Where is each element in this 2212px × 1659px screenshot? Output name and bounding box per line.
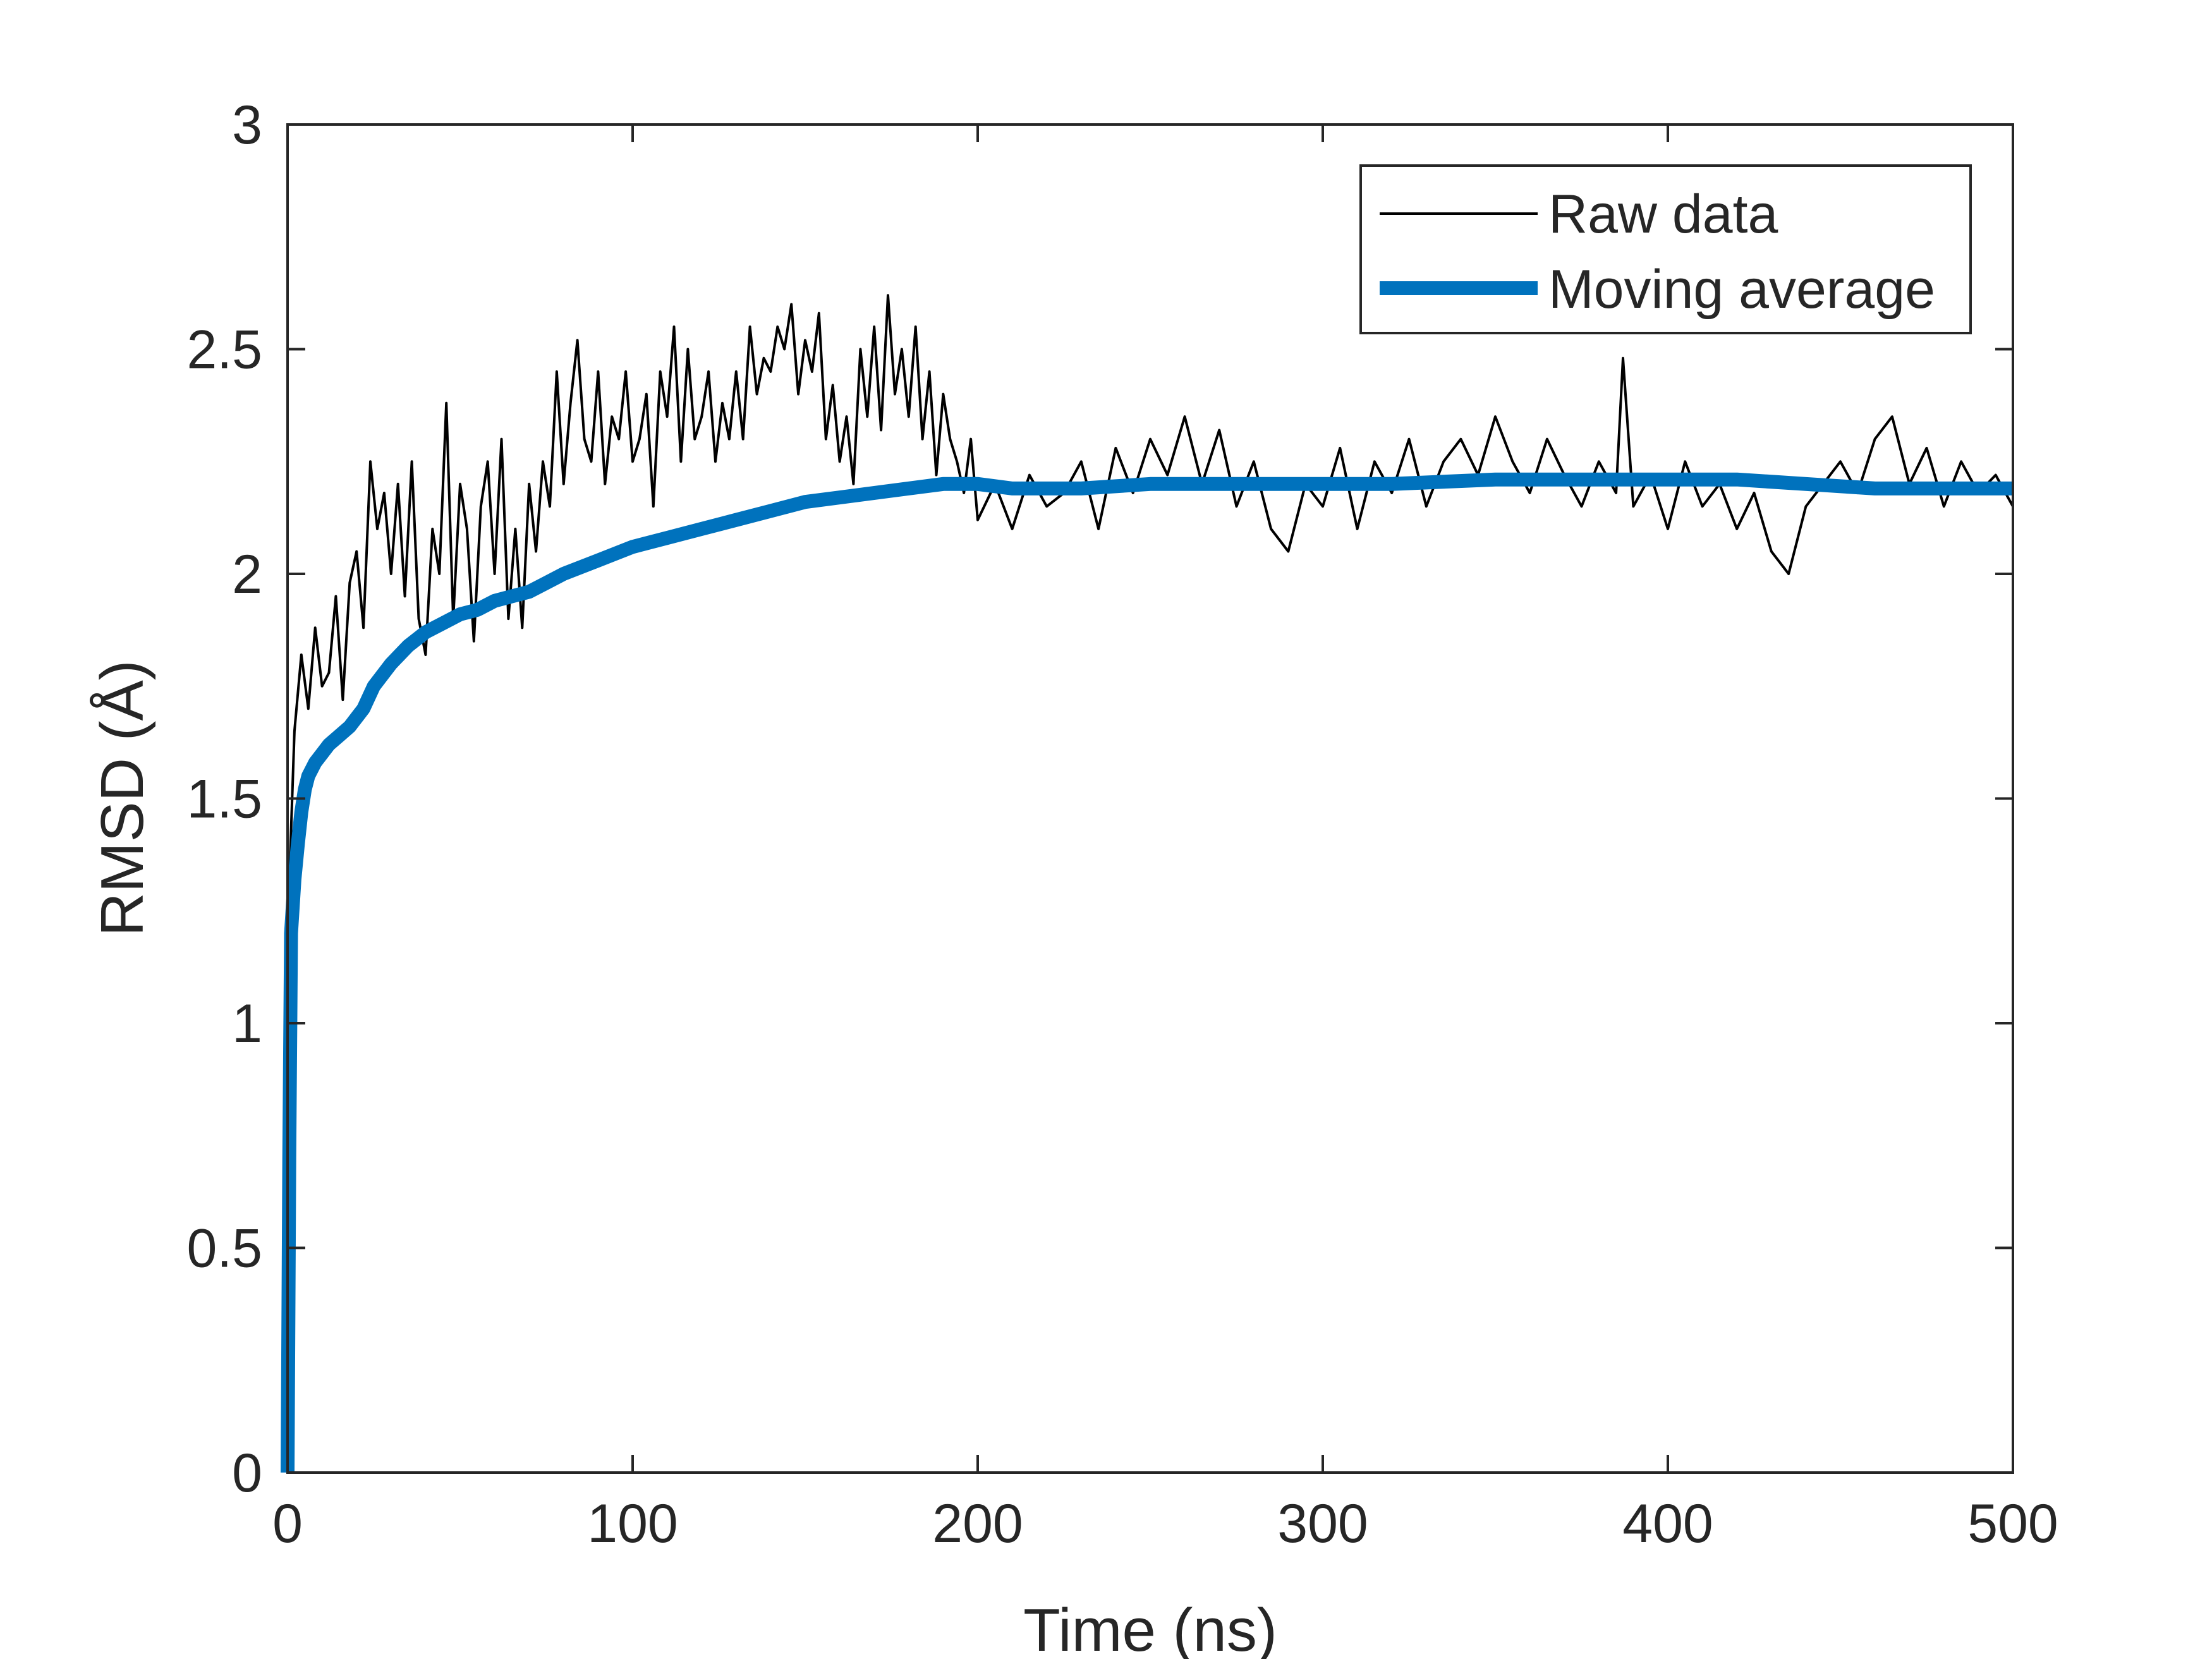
y-tick-label: 1.5: [186, 769, 262, 830]
x-tick-label: 100: [587, 1493, 678, 1554]
ticks-layer: 0 100 200 300 400 500 0 0.5 1 1.5 2 2.5 3: [186, 95, 2058, 1554]
x-tick-label: 400: [1622, 1493, 1713, 1554]
y-tick-label: 2.5: [186, 320, 262, 380]
y-tick-label: 0: [232, 1443, 262, 1504]
x-tick-label: 200: [932, 1493, 1023, 1554]
legend-box: [1359, 164, 1972, 334]
legend-label-raw-data: Raw data: [1548, 184, 1778, 245]
series-line-moving-average: [281, 472, 2013, 1473]
x-tick-label: 500: [1967, 1493, 2058, 1554]
y-tick-label: 1: [232, 994, 262, 1054]
y-tick-label: 3: [232, 95, 262, 155]
series-layer: [281, 294, 2014, 1473]
legend: Raw data Moving average: [1359, 164, 1972, 334]
x-tick-label: 300: [1277, 1493, 1368, 1554]
x-axis-title: Time (ns): [1023, 1596, 1277, 1659]
y-tick-label: 0.5: [186, 1218, 262, 1279]
legend-label-moving-average: Moving average: [1548, 259, 1935, 320]
y-axis-title: RMSD (Å): [88, 660, 156, 936]
y-tick-label: 2: [232, 544, 262, 605]
plot-area: [288, 125, 2013, 1473]
x-tick-label: 0: [272, 1493, 303, 1554]
